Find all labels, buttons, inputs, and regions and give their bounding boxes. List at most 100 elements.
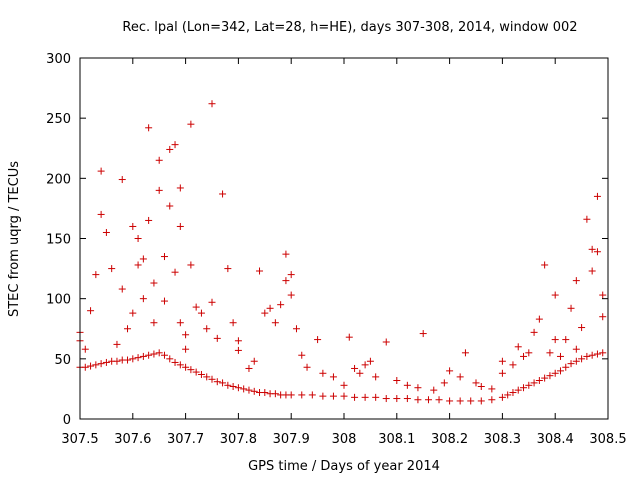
data-point: [160, 297, 168, 305]
data-point: [572, 357, 580, 365]
data-point: [203, 373, 211, 381]
data-point: [81, 363, 89, 371]
data-point: [366, 357, 374, 365]
data-point: [129, 309, 137, 317]
x-tick-label: 307.8: [220, 432, 257, 447]
data-point: [329, 392, 337, 400]
data-point: [155, 349, 163, 357]
data-point: [182, 331, 190, 339]
x-tick-label: 307.5: [61, 432, 98, 447]
data-point: [203, 325, 211, 333]
data-point: [446, 397, 454, 405]
data-point: [514, 386, 522, 394]
data-point: [593, 248, 601, 256]
data-point: [546, 372, 554, 380]
data-point: [155, 156, 163, 164]
data-point: [593, 350, 601, 358]
data-point: [456, 373, 464, 381]
data-point: [509, 389, 517, 397]
data-point: [583, 352, 591, 360]
data-point: [234, 384, 242, 392]
data-point: [599, 291, 607, 299]
data-point: [129, 355, 137, 363]
data-points: [76, 100, 607, 405]
data-point: [234, 337, 242, 345]
y-tick-label: 200: [46, 172, 71, 187]
data-point: [382, 338, 390, 346]
data-point: [403, 395, 411, 403]
data-point: [118, 176, 126, 184]
data-point: [298, 391, 306, 399]
data-point: [382, 395, 390, 403]
data-point: [171, 141, 179, 149]
data-point: [314, 336, 322, 344]
data-point: [229, 383, 237, 391]
data-point: [187, 120, 195, 128]
data-point: [287, 391, 295, 399]
data-point: [150, 350, 158, 358]
data-point: [197, 370, 205, 378]
data-point: [134, 354, 142, 362]
data-point: [208, 375, 216, 383]
data-point: [351, 393, 359, 401]
data-point: [303, 363, 311, 371]
data-point: [81, 345, 89, 353]
x-tick-label: 308.2: [431, 432, 468, 447]
data-point: [102, 358, 110, 366]
data-point: [551, 369, 559, 377]
data-point: [562, 363, 570, 371]
data-point: [139, 255, 147, 263]
data-point: [213, 378, 221, 386]
data-point: [329, 373, 337, 381]
data-point: [97, 210, 105, 218]
data-point: [97, 360, 105, 368]
data-point: [440, 379, 448, 387]
y-tick-label: 250: [46, 112, 71, 127]
data-point: [287, 271, 295, 279]
data-point: [488, 385, 496, 393]
data-point: [578, 324, 586, 332]
data-point: [145, 216, 153, 224]
data-point: [166, 355, 174, 363]
data-point: [176, 184, 184, 192]
data-point: [556, 367, 564, 375]
data-point: [419, 330, 427, 338]
data-point: [171, 358, 179, 366]
x-tick-label: 307.6: [114, 432, 151, 447]
data-point: [224, 265, 232, 273]
data-point: [124, 325, 132, 333]
data-point: [477, 383, 485, 391]
data-point: [504, 391, 512, 399]
data-point: [134, 261, 142, 269]
data-point: [113, 357, 121, 365]
data-point: [187, 366, 195, 374]
data-point: [361, 361, 369, 369]
data-point: [261, 309, 269, 317]
y-tick-label: 50: [54, 353, 71, 368]
data-point: [171, 268, 179, 276]
data-point: [372, 393, 380, 401]
data-point: [509, 361, 517, 369]
data-point: [250, 357, 258, 365]
data-point: [192, 303, 200, 311]
data-point: [583, 215, 591, 223]
data-point: [187, 261, 195, 269]
data-point: [599, 349, 607, 357]
data-point: [562, 336, 570, 344]
data-point: [166, 202, 174, 210]
data-point: [340, 392, 348, 400]
y-tick-label: 300: [46, 52, 71, 67]
data-point: [139, 295, 147, 303]
data-point: [477, 397, 485, 405]
data-point: [182, 345, 190, 353]
data-point: [245, 364, 253, 372]
data-point: [446, 367, 454, 375]
data-point: [282, 277, 290, 285]
x-tick-label: 307.9: [273, 432, 310, 447]
data-point: [234, 346, 242, 354]
data-point: [160, 351, 168, 359]
data-point: [530, 379, 538, 387]
data-point: [488, 396, 496, 404]
data-point: [588, 245, 596, 253]
data-point: [245, 386, 253, 394]
